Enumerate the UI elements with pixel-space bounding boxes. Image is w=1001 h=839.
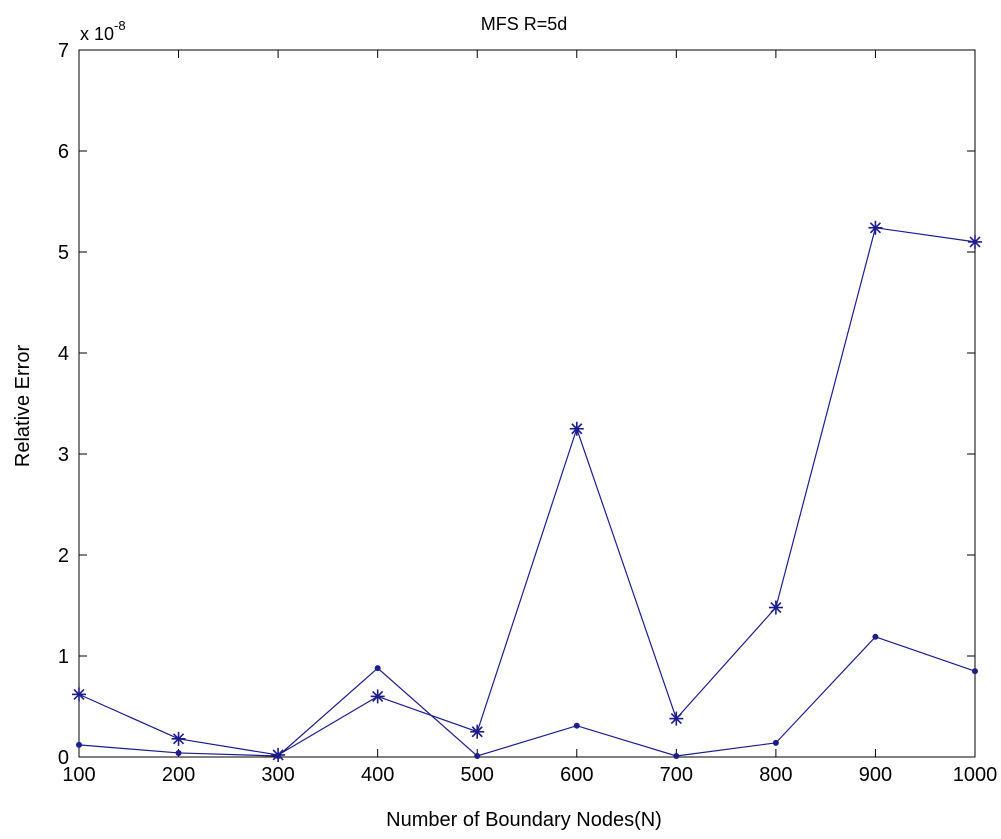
ticks-layer: 100 200 300 400 500 600 700 800 900 1000 0 1 2 3 4 5 6 7 bbox=[58, 40, 997, 786]
series-1 bbox=[72, 220, 982, 762]
x-tick-label: 300 bbox=[261, 764, 294, 786]
data-point-asterisk bbox=[569, 421, 584, 436]
y-tick-label: 5 bbox=[58, 242, 69, 264]
x-tick-label: 1000 bbox=[953, 764, 998, 786]
data-point-asterisk bbox=[171, 731, 186, 746]
y-scale-multiplier: x 10-8 bbox=[80, 18, 126, 44]
y-tick-label: 7 bbox=[58, 40, 69, 62]
y-tick-label: 4 bbox=[58, 343, 69, 365]
x-tick-label: 400 bbox=[361, 764, 394, 786]
x-tick-label: 200 bbox=[162, 764, 195, 786]
data-point-dot bbox=[474, 752, 481, 759]
series-line bbox=[78, 227, 976, 756]
y-axis-label: Relative Error bbox=[12, 345, 34, 468]
data-point-dot bbox=[175, 749, 182, 756]
data-point-asterisk bbox=[768, 600, 783, 615]
plot-area bbox=[78, 49, 976, 758]
y-scale-base: x 10 bbox=[80, 24, 114, 44]
x-tick-label: 900 bbox=[859, 764, 892, 786]
x-tick-label: 600 bbox=[560, 764, 593, 786]
data-point-asterisk bbox=[669, 711, 684, 726]
y-tick-label: 2 bbox=[58, 545, 69, 567]
x-tick-label: 500 bbox=[461, 764, 494, 786]
x-tick-label: 800 bbox=[759, 764, 792, 786]
y-tick-label: 1 bbox=[58, 646, 69, 668]
data-point-asterisk bbox=[72, 687, 86, 702]
chart-title: MFS R=5d bbox=[481, 14, 568, 34]
data-point-dot bbox=[872, 633, 879, 640]
y-tick-label: 0 bbox=[58, 747, 69, 769]
x-tick-label: 100 bbox=[62, 764, 95, 786]
data-point-asterisk bbox=[868, 220, 883, 235]
series-2 bbox=[76, 633, 978, 759]
data-point-asterisk bbox=[470, 724, 485, 739]
data-point-dot bbox=[673, 752, 680, 759]
x-axis-label: Number of Boundary Nodes(N) bbox=[386, 809, 662, 831]
x-tick-label: 700 bbox=[660, 764, 693, 786]
data-point-dot bbox=[76, 741, 82, 748]
data-point-dot bbox=[374, 665, 381, 672]
y-tick-label: 6 bbox=[58, 141, 69, 163]
y-tick-label: 3 bbox=[58, 444, 69, 466]
data-point-dot bbox=[275, 752, 282, 759]
data-point-dot bbox=[573, 722, 580, 729]
data-point-dot bbox=[972, 668, 978, 675]
y-scale-exponent: -8 bbox=[114, 18, 126, 33]
data-point-dot bbox=[772, 739, 779, 746]
data-point-asterisk bbox=[968, 234, 982, 249]
data-point-asterisk bbox=[370, 689, 385, 704]
series-line bbox=[78, 636, 976, 757]
series-layer bbox=[72, 220, 982, 762]
